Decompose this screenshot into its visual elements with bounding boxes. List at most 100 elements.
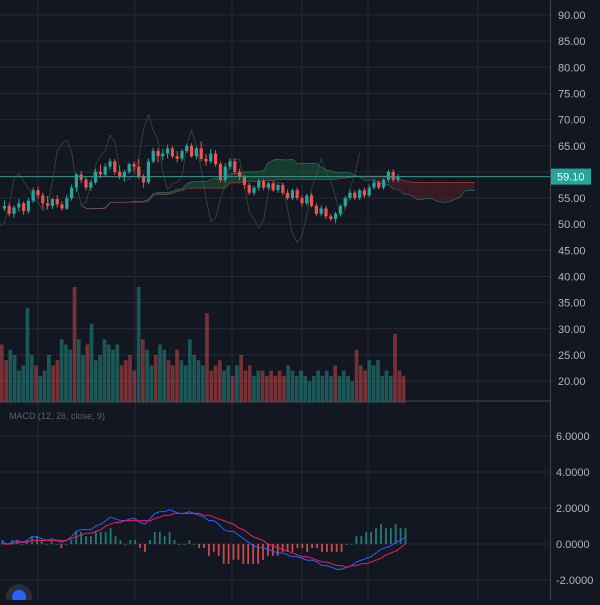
volume-bar [47,355,51,403]
volume-bar [350,381,355,403]
candle-body [391,171,395,180]
candle-body [108,161,112,167]
macd-histogram-bar [267,544,269,556]
candle-body [353,192,357,198]
volume-bar [64,344,68,403]
volume-bar [17,370,21,403]
macd-histogram-bar [188,540,191,544]
volume-bar [119,365,124,403]
price-axis-tick: 70.00 [558,115,586,127]
candle-body [286,192,290,198]
macd-histogram-bar [168,532,171,544]
volume-bar [307,381,312,403]
volume-bar [141,339,145,403]
macd-histogram-bar [124,544,127,545]
candle-body [60,204,64,209]
macd-histogram-bar [311,544,313,548]
candle-body [382,179,386,188]
candle-body [185,145,189,151]
macd-histogram-bar [355,536,358,544]
volume-bar [158,344,162,403]
price-axis-tick: 90.00 [558,10,586,22]
candle-body [362,190,366,196]
macd-histogram [1,524,407,564]
volume-bar [333,365,337,403]
candle-body [214,153,218,165]
macd-histogram-bar [144,544,146,552]
volume-bar [132,370,137,403]
price-axis-tick: 25.00 [558,350,586,362]
price-axis[interactable]: 90.0085.0080.0075.0070.0065.0060.0055.00… [558,10,586,388]
macd-histogram-bar [55,544,58,545]
volume-bar [21,365,26,403]
candle-body [290,190,294,198]
volume-bar [55,360,60,403]
macd-histogram-bar [276,544,279,556]
candle-body [84,179,88,188]
price-axis-tick: 50.00 [558,219,586,231]
ichimoku-cloud-segment [172,189,178,194]
volume-bars [0,287,406,403]
ichimoku-cloud-segment [191,181,197,189]
volume-bar [12,355,17,403]
candle-body [74,174,78,188]
macd-histogram-bar [237,544,240,560]
volume-bar [337,375,342,403]
volume-bar [397,370,402,403]
volume-bar [282,375,286,403]
candle-body [343,198,347,206]
volume-bar [29,355,34,403]
candle-body [2,205,6,209]
macd-line [2,509,406,570]
last-price-value: 59.10 [557,172,585,184]
ichimoku-cloud-segment [460,182,466,198]
macd-histogram-bar [247,544,250,564]
macd-histogram-bar [212,544,215,552]
macd-histogram-bar [330,544,333,552]
candle-body [118,171,122,178]
ichimoku-cloud-segment [374,176,379,184]
macd-histogram-bar [134,540,137,544]
candle-body [55,199,59,205]
macd-histogram-bar [375,528,377,544]
candle-body [65,198,69,209]
ichimoku-cloud-segment [436,182,442,203]
price-axis-tick: 35.00 [558,298,586,310]
candle-body [175,156,179,159]
macd-axis-tick: 2.0000 [556,503,590,515]
macd-histogram-bar [183,544,186,545]
price-axis-tick: 85.00 [558,36,586,48]
candle-body [281,185,285,193]
volume-bar [205,313,209,403]
volume-bar [94,360,98,403]
candle-body [22,203,26,212]
macd-histogram-bar [350,544,353,545]
candle-body [257,181,261,188]
volume-bar [145,349,149,403]
candlesticks[interactable] [2,141,400,224]
macd-histogram-bar [95,532,97,544]
price-axis-tick: 55.00 [558,193,586,205]
candle-body [199,148,203,159]
candle-body [338,205,342,214]
macd-axis[interactable]: 6.0000 4.0000 2.0000 0.0000 -2.0000 [556,431,593,587]
ichimoku-cloud-segment [417,182,422,200]
candle-body [46,203,50,206]
candle-body [26,200,30,212]
ichimoku-cloud-segment [225,173,230,189]
macd-histogram-bar [80,532,82,544]
ichimoku-cloud-segment [470,182,475,191]
macd-histogram-bar [40,540,43,544]
candle-body [324,208,328,217]
ichimoku-cloud-segment [412,182,418,200]
volume-bar [136,287,141,403]
macd-histogram-bar [85,536,87,544]
macd-histogram-bar [389,528,392,544]
macd-histogram-bar [45,544,48,545]
candle-body [266,183,270,188]
last-price-tag: 59.10 [551,168,591,185]
volume-bar [363,370,367,403]
